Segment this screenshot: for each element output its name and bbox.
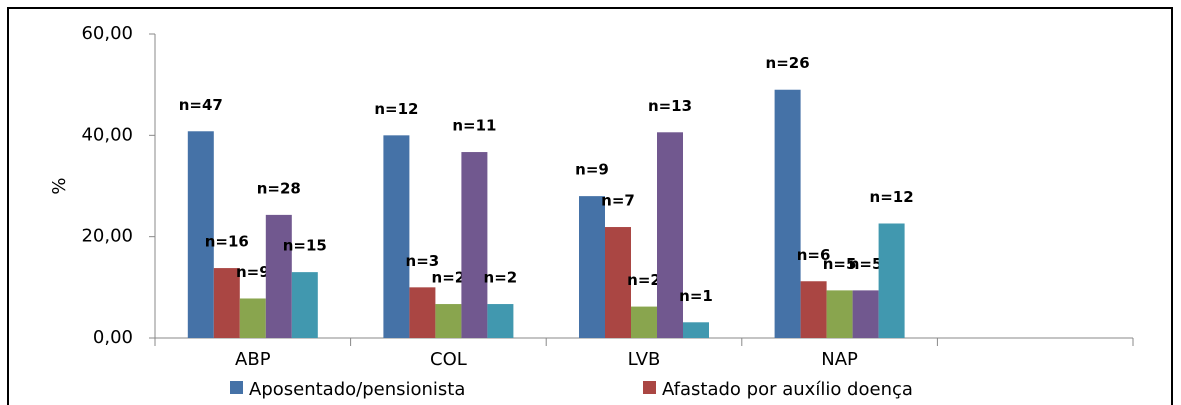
bar [213, 268, 240, 338]
y-tick-label: 40,00 [81, 124, 133, 145]
data-label: n=7 [601, 192, 635, 210]
x-tick-label: NAP [821, 349, 858, 370]
x-tick-label: ABP [235, 349, 271, 370]
bar [657, 132, 683, 338]
legend-swatch [643, 381, 656, 394]
bar [461, 152, 488, 338]
bar [265, 214, 292, 338]
data-label: n=2 [627, 271, 661, 289]
bar [800, 281, 827, 338]
data-label: n=1 [679, 287, 713, 305]
data-label: n=9 [575, 161, 609, 179]
data-label: n=6 [797, 246, 831, 264]
y-tick-label: 60,00 [81, 23, 133, 44]
x-tick-label: COL [430, 349, 467, 370]
bar [383, 135, 410, 338]
data-label: n=2 [484, 269, 518, 287]
data-label: n=28 [257, 179, 301, 197]
bar [605, 227, 631, 338]
data-label: n=15 [283, 237, 327, 255]
data-label: n=2 [432, 269, 466, 287]
bar [409, 287, 436, 338]
bar [487, 304, 514, 338]
bar [187, 131, 214, 338]
bar [631, 306, 657, 338]
x-tick-label: LVB [628, 349, 661, 370]
bar [435, 304, 462, 338]
data-label: n=13 [648, 97, 692, 115]
data-label: n=16 [205, 233, 249, 251]
bar [852, 290, 879, 338]
data-label: n=12 [374, 100, 418, 118]
data-label: n=5 [823, 255, 857, 273]
legend-swatch [230, 381, 243, 394]
bar [683, 322, 709, 338]
data-label: n=9 [236, 263, 270, 281]
data-label: n=3 [406, 252, 440, 270]
bar [239, 298, 266, 338]
y-tick-label: 0,00 [93, 327, 133, 348]
legend-label: Afastado por auxílio doença [662, 379, 913, 400]
data-label: n=12 [870, 188, 914, 206]
y-axis-label: % [49, 177, 70, 194]
bar [579, 196, 605, 338]
data-label: n=47 [179, 96, 223, 114]
bar [878, 223, 905, 338]
bar [291, 272, 318, 338]
bar [774, 89, 801, 338]
y-tick-label: 20,00 [81, 226, 133, 247]
data-label: n=11 [452, 117, 496, 135]
data-label: n=5 [849, 255, 883, 273]
bar [826, 290, 853, 338]
data-label: n=26 [766, 54, 810, 72]
legend-label: Aposentado/pensionista [249, 379, 465, 400]
